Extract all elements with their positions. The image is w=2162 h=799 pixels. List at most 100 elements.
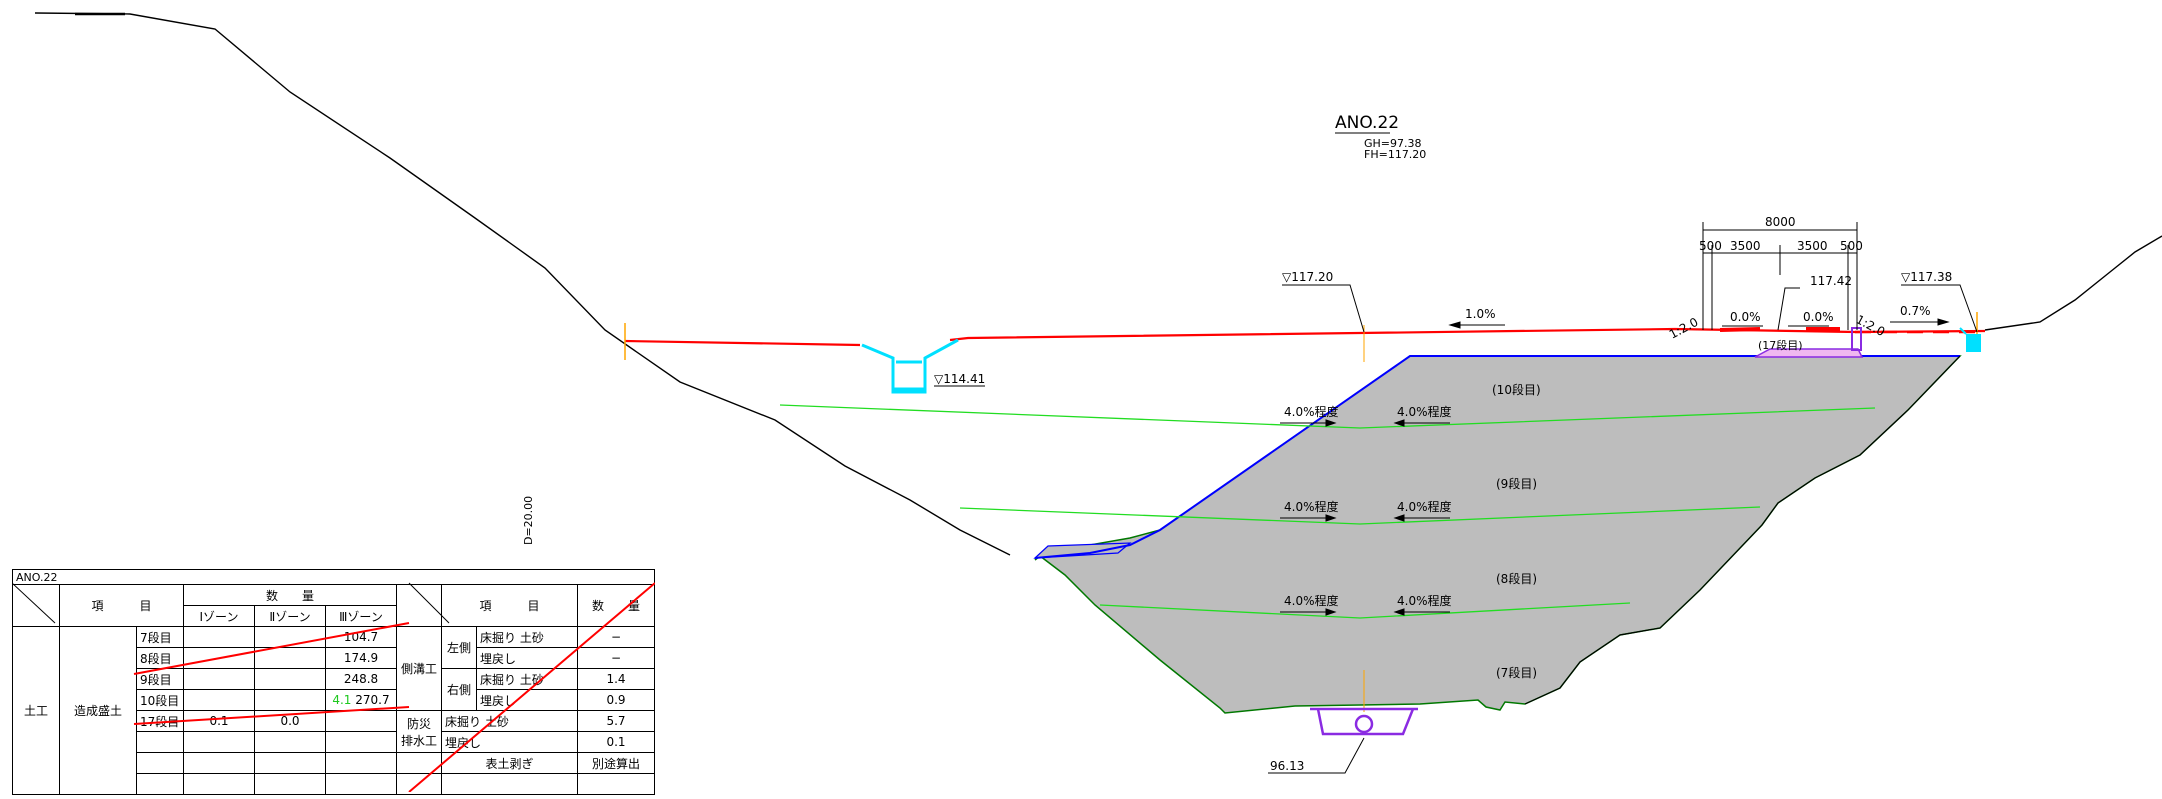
step-8: 8段目 (136, 647, 184, 669)
bench-grade-10-left: 4.0%程度 (1284, 404, 1339, 419)
val-right-exc: 1.4 (577, 668, 655, 690)
z3-17 (325, 710, 397, 732)
leader-crown (1777, 287, 1800, 331)
slope-left: 1:2.0 (1667, 315, 1701, 342)
z3-7: 104.7 (325, 626, 397, 648)
depth-label: D=20.00 (522, 496, 535, 545)
culvert-structure (861, 338, 959, 394)
val-right-back: 0.9 (577, 689, 655, 711)
level-bottom: 96.13 (1270, 759, 1304, 773)
z1-17: 0.1 (183, 710, 255, 732)
z3-9: 248.8 (325, 668, 397, 690)
bench-9-label: (9段目) (1496, 476, 1537, 491)
right-side-cell: 右側 (441, 668, 477, 711)
slope-line (1034, 355, 1960, 559)
side-ditch-cell: 側溝工 (396, 626, 442, 711)
ground-line (34, 12, 1011, 556)
empty-c2 (183, 773, 255, 795)
empty-a1 (136, 731, 184, 753)
bench-line-9 (959, 506, 1761, 525)
bench-grade-10-right: 4.0%程度 (1397, 404, 1452, 419)
toe-ledge (1033, 542, 1132, 559)
road-line (624, 339, 861, 347)
right-backfill: 埋戻し (476, 689, 578, 711)
dim-total: 8000 (1765, 215, 1796, 229)
quantity-table: ANO.22 項 目 数 量 項 目 数 量 Ⅰゾーン Ⅱゾーン Ⅲゾーン 土工… (12, 569, 655, 795)
right-excavation: 床掘り 土砂 (476, 668, 578, 690)
left-excavation: 床掘り 土砂 (476, 626, 578, 648)
level-crown: 117.42 (1810, 274, 1852, 288)
z1-8 (183, 647, 255, 669)
step-7: 7段目 (136, 626, 184, 648)
header-item: 項 目 (59, 584, 184, 627)
bottom-pipe (1310, 707, 1418, 736)
header-qty-2: 数 量 (577, 584, 655, 627)
z1-7 (183, 626, 255, 648)
fh-label: FH=117.20 (1364, 148, 1426, 161)
bench-line-10 (779, 404, 1876, 429)
leader-level-right (1901, 284, 1978, 333)
bench-8-label: (8段目) (1496, 571, 1537, 586)
grade-arrow-main (1448, 321, 1505, 329)
dim-500-right: 500 (1840, 239, 1863, 253)
pavement-red (1719, 327, 1761, 332)
z2-8 (254, 647, 326, 669)
val-drain-back: 0.1 (577, 731, 655, 753)
category-cell: 土工 (12, 626, 60, 795)
dimension-lines (1702, 222, 1858, 330)
level-left: ▽117.20 (1282, 270, 1333, 284)
ground-line-right (1984, 235, 2162, 331)
table-title: ANO.22 (12, 569, 655, 585)
grade-right: 0.7% (1900, 304, 1931, 318)
val-left-back: − (577, 647, 655, 669)
step-9: 9段目 (136, 668, 184, 690)
z2-10 (254, 689, 326, 711)
bench-grade-8-right: 4.0%程度 (1397, 593, 1452, 608)
corner-cell-right (396, 584, 442, 627)
z1-9 (183, 668, 255, 690)
step-10: 10段目 (136, 689, 184, 711)
z3-10-new: 4.1 (332, 693, 352, 707)
drain-cell: 防災 排水工 (396, 710, 442, 753)
stripping-cell: 表土剥ぎ (441, 752, 578, 774)
bench-line-8 (1099, 602, 1631, 619)
leader-bottom (1268, 737, 1365, 774)
z1-10 (183, 689, 255, 711)
empty-c1 (136, 773, 184, 795)
empty-b3 (254, 752, 326, 774)
subcategory-cell: 造成盛土 (59, 626, 137, 795)
dim-500-left: 500 (1699, 239, 1722, 253)
z3-10-old: 270.7 (355, 693, 390, 707)
z2-17: 0.0 (254, 710, 326, 732)
bench-grade-8-left: 4.0%程度 (1284, 593, 1339, 608)
z2-7 (254, 626, 326, 648)
z3-10: 4.1 270.7 (325, 689, 397, 711)
header-zone3: Ⅲゾーン (325, 605, 397, 627)
crossfall-left: 0.0% (1730, 310, 1761, 324)
bench-arrows (1280, 419, 1450, 616)
road-line-main (949, 327, 1986, 342)
drain-backfill: 埋戻し (441, 731, 578, 753)
empty-b4 (325, 752, 397, 774)
z2-9 (254, 668, 326, 690)
bench-7-label: (7段目) (1496, 665, 1537, 680)
dim-3500-right: 3500 (1797, 239, 1828, 253)
z3-8: 174.9 (325, 647, 397, 669)
level-right: ▽117.38 (1901, 270, 1952, 284)
leader-level-left (1282, 284, 1365, 333)
val-left-exc: − (577, 626, 655, 648)
empty-c3 (254, 773, 326, 795)
empty-c4 (325, 773, 397, 795)
step-17: 17段目 (136, 710, 184, 732)
level-culvert: ▽114.41 (934, 372, 985, 386)
right-slope-edge (1524, 355, 1961, 705)
left-backfill: 埋戻し (476, 647, 578, 669)
bench-grade-9-left: 4.0%程度 (1284, 499, 1339, 514)
empty-b2 (183, 752, 255, 774)
empty-c7 (577, 773, 655, 795)
header-zone2: Ⅱゾーン (254, 605, 326, 627)
header-qty: 数 量 (183, 584, 397, 606)
empty-c6 (441, 773, 578, 795)
